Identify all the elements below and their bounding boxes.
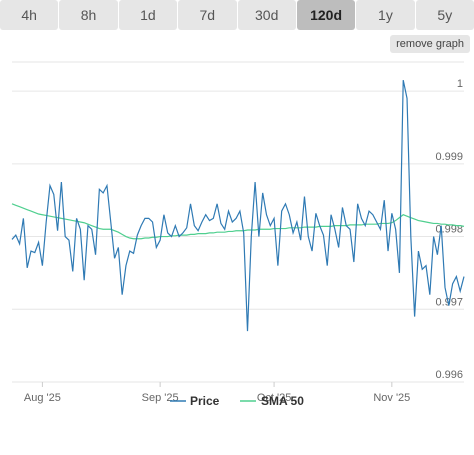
range-tab-8h[interactable]: 8h bbox=[59, 0, 118, 30]
y-tick-label: 0.996 bbox=[435, 369, 463, 381]
legend-price-label[interactable]: Price bbox=[190, 394, 220, 408]
y-tick-label: 1 bbox=[457, 78, 463, 90]
x-tick-label: Sep '25 bbox=[142, 392, 179, 404]
range-tab-1y[interactable]: 1y bbox=[356, 0, 415, 30]
range-tab-30d[interactable]: 30d bbox=[237, 0, 296, 30]
x-tick-label: Oct '25 bbox=[257, 392, 292, 404]
x-axis-ticks: Aug '25 Sep '25 Oct '25 Nov '25 bbox=[24, 382, 410, 404]
range-selector: 4h 8h 1d 7d 30d 120d 1y 5y bbox=[0, 0, 474, 30]
remove-graph-button[interactable]: remove graph bbox=[390, 35, 470, 53]
price-series-line bbox=[11, 80, 465, 332]
range-tab-7d[interactable]: 7d bbox=[178, 0, 237, 30]
x-tick-label: Aug '25 bbox=[24, 392, 61, 404]
range-tab-1d[interactable]: 1d bbox=[118, 0, 178, 30]
legend-sma-label[interactable]: SMA 50 bbox=[261, 394, 304, 408]
sma-50-series-line bbox=[11, 203, 465, 240]
range-tab-120d[interactable]: 120d bbox=[296, 0, 356, 30]
y-tick-label: 0.999 bbox=[435, 151, 463, 163]
x-tick-label: Nov '25 bbox=[373, 392, 410, 404]
range-tab-4h[interactable]: 4h bbox=[0, 0, 59, 30]
chart-legend: Price SMA 50 bbox=[170, 394, 304, 408]
y-tick-label: 0.998 bbox=[435, 224, 463, 236]
range-tab-5y[interactable]: 5y bbox=[415, 0, 474, 30]
